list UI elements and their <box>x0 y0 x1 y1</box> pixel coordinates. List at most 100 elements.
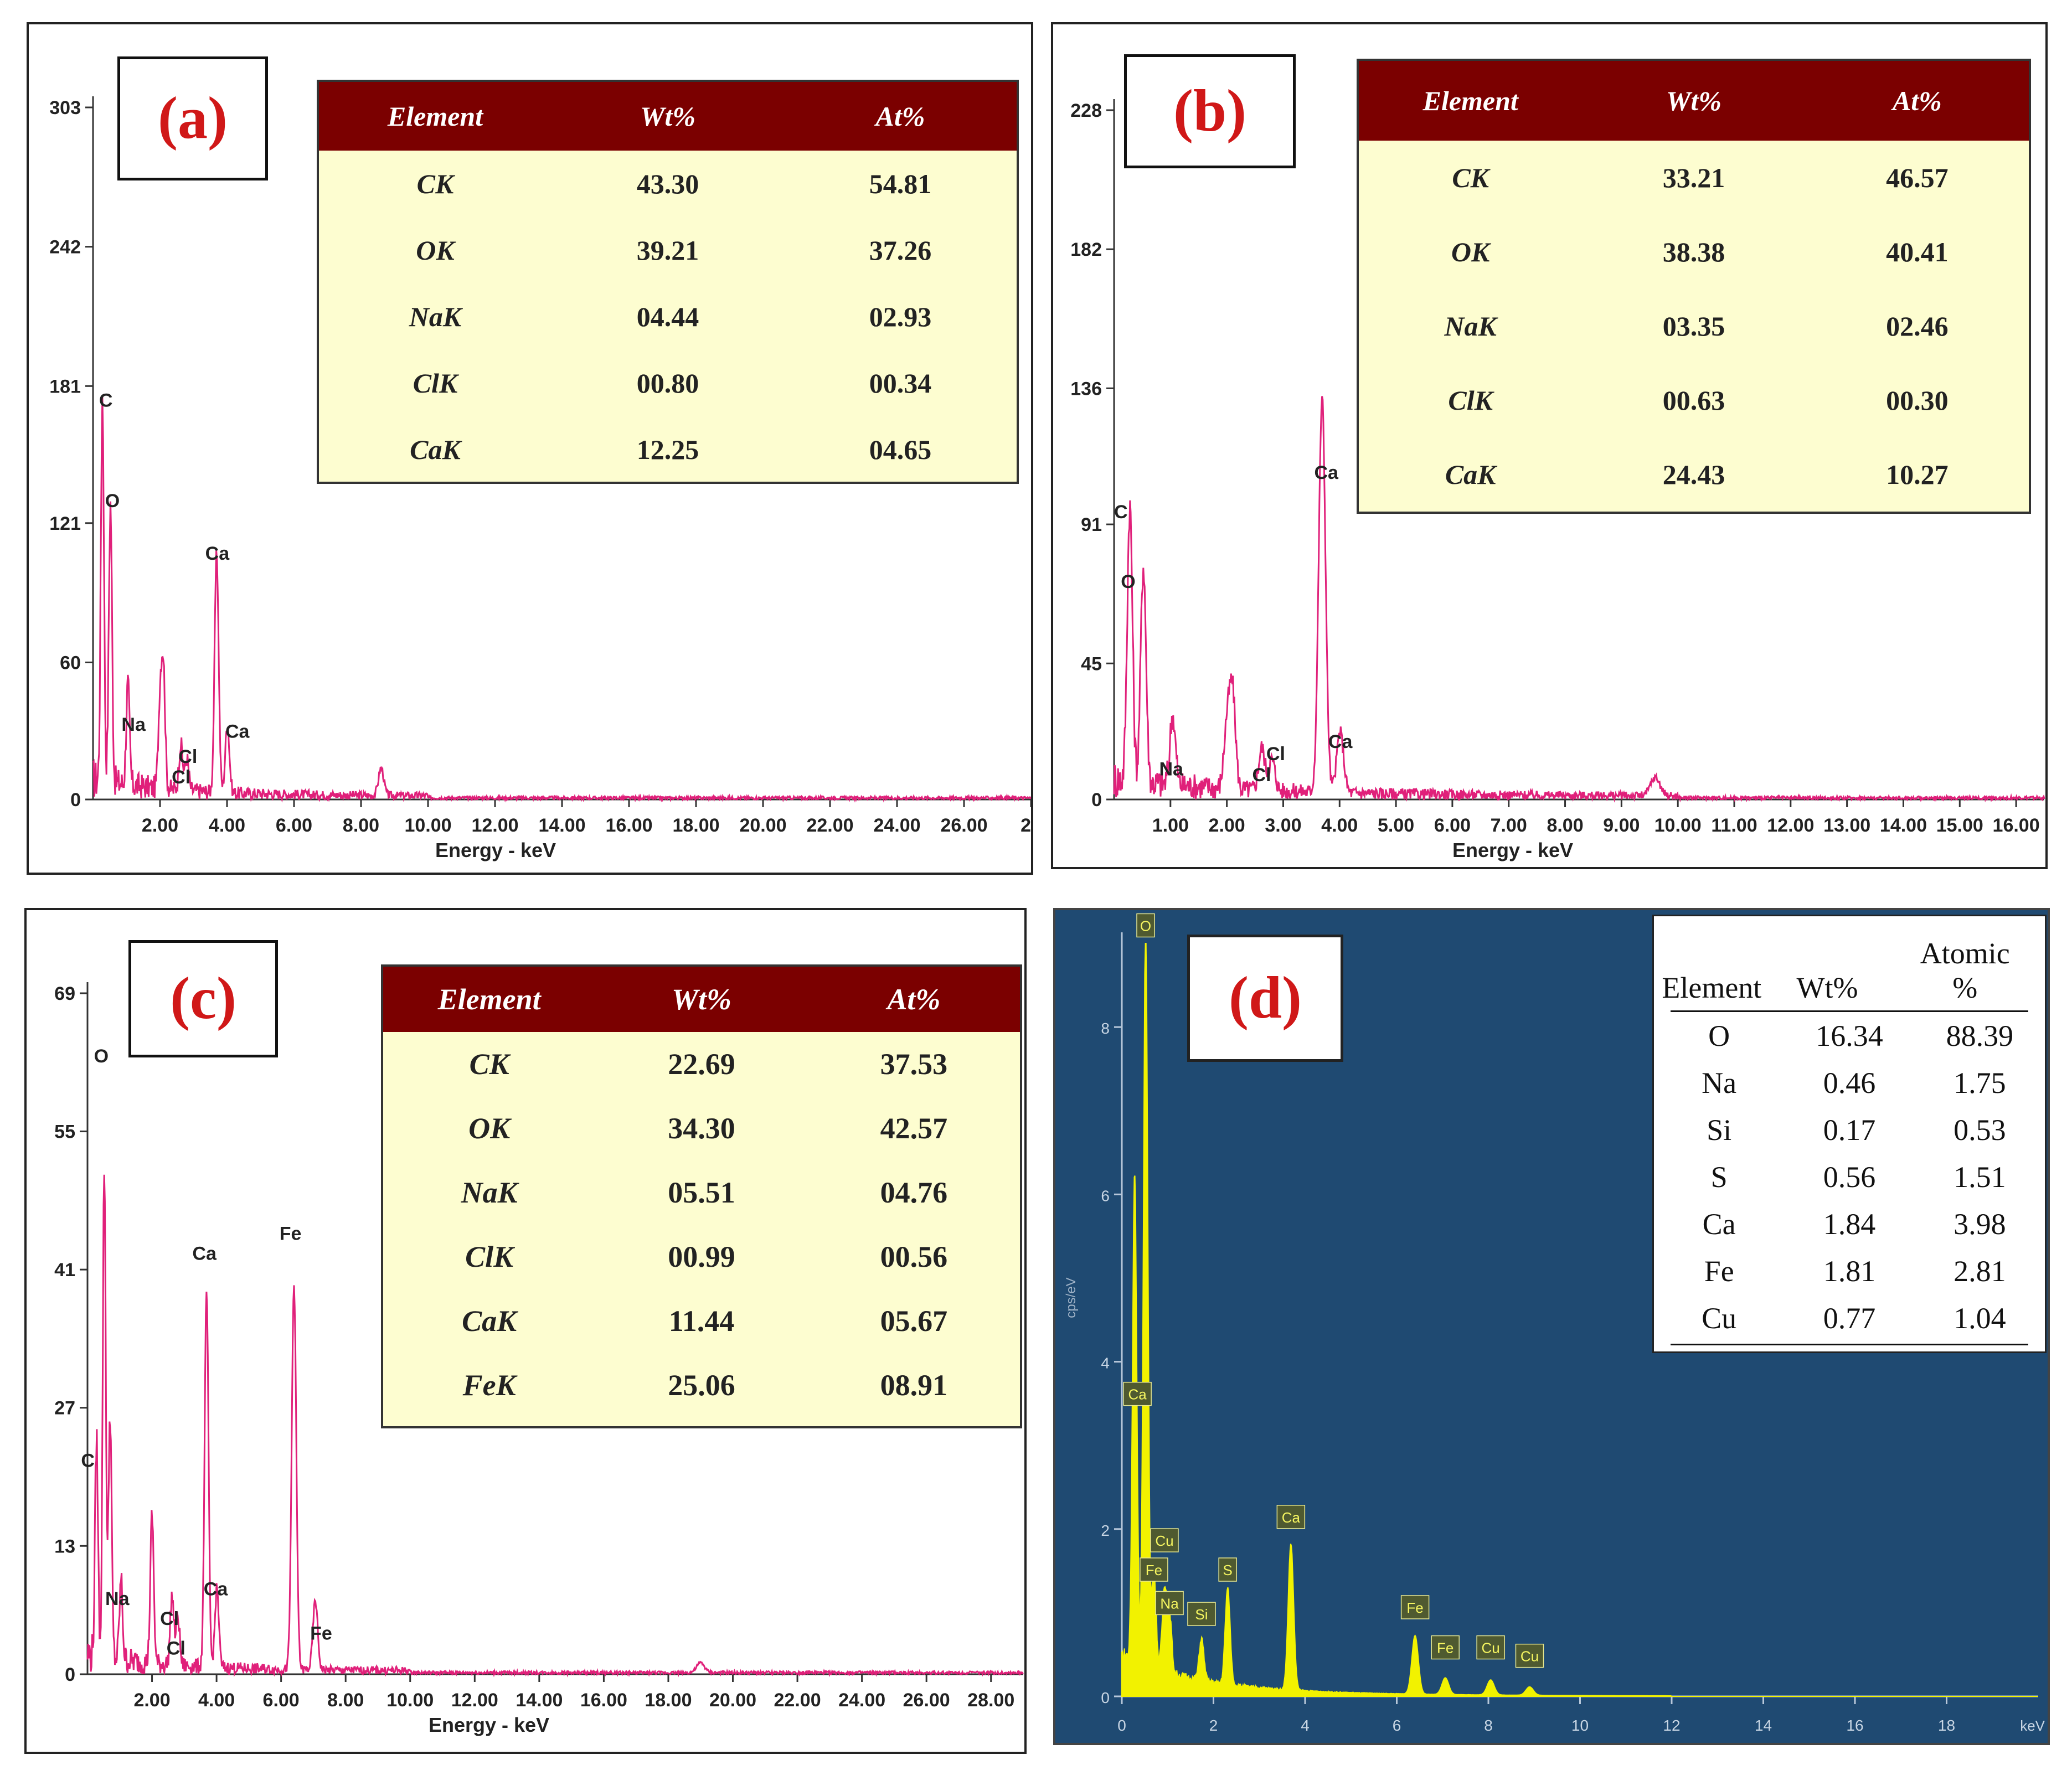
y-tick-label: 181 <box>49 376 81 397</box>
y-tick-label: 2 <box>1101 1522 1110 1539</box>
cell-element: OK <box>416 235 455 266</box>
element-table-c: Element Wt% At% CK 22.69 37.53 OK 34.30 42.5… <box>381 964 1022 1428</box>
panel-label-b: (b) <box>1124 54 1296 168</box>
table-row: Na 0.46 1.75 <box>1654 1059 2045 1106</box>
x-tick-label: 9.00 <box>1603 815 1640 836</box>
peak-label: C <box>99 390 113 411</box>
x-tick-label: 8.00 <box>343 815 379 836</box>
x-tick-label: 7.00 <box>1491 815 1527 836</box>
y-tick-label: 91 <box>1081 514 1102 535</box>
table-row: CaK 24.43 10.27 <box>1359 437 2029 512</box>
table-row: NaK 03.35 02.46 <box>1359 289 2029 363</box>
x-tick-label: 8 <box>1484 1717 1493 1734</box>
peak-label: Fe <box>310 1623 332 1644</box>
spectrum-area <box>1121 943 2038 1697</box>
x-axis-label: keV <box>2020 1717 2045 1734</box>
peak-label-box <box>1123 1381 1152 1406</box>
table-row: CaK 11.44 05.67 <box>383 1289 1020 1353</box>
cell-at: 00.30 <box>1886 385 1949 416</box>
cell-element: Fe <box>1704 1254 1734 1288</box>
x-tick-label: 12.00 <box>1767 815 1814 836</box>
y-tick-label: 69 <box>54 983 75 1004</box>
y-tick-label: 228 <box>1070 100 1102 121</box>
x-tick-label: 6 <box>1393 1717 1401 1734</box>
peak-label: Cl <box>178 746 197 767</box>
header-element: Element <box>437 983 541 1016</box>
y-tick-label: 13 <box>54 1536 75 1557</box>
peak-label: Cl <box>160 1608 179 1629</box>
table-row: NaK 05.51 04.76 <box>383 1160 1020 1225</box>
cell-at: 40.41 <box>1886 236 1949 267</box>
peak-label-box <box>1400 1595 1430 1619</box>
peak-label: Cu <box>1482 1640 1500 1657</box>
cell-element: OK <box>1451 236 1490 267</box>
x-tick-label: 26.00 <box>940 815 987 836</box>
x-tick-label: 28 <box>1020 815 1031 836</box>
peak-label: Cu <box>1155 1532 1173 1549</box>
peak-label-box <box>1187 1602 1216 1626</box>
y-tick-label: 121 <box>49 513 81 534</box>
cell-element: OK <box>468 1112 511 1145</box>
y-tick-label: 136 <box>1070 378 1102 399</box>
cell-element: ClK <box>465 1240 514 1273</box>
cell-element: ClK <box>1448 385 1493 416</box>
y-axis-label: cps/eV <box>1064 1277 1079 1318</box>
cell-at: 00.34 <box>869 368 932 399</box>
cell-atomic: 2.81 <box>1954 1254 2006 1288</box>
x-tick-label: 8.00 <box>327 1690 364 1711</box>
chart-d: 0 2 4 6 8 0 2 4 6 8 10 12 14 16 18 keV cps/eV O Ca Cu Fe Na Si… <box>1064 913 2045 1734</box>
table-row: Cu 0.77 1.04 <box>1654 1294 2045 1341</box>
x-tick-label: 6.00 <box>276 815 312 836</box>
cell-atomic: 88.39 <box>1946 1019 2014 1052</box>
header-at: At% <box>1892 85 1942 116</box>
cell-atomic: 0.53 <box>1954 1113 2006 1147</box>
table-row: ClK 00.63 00.30 <box>1359 363 2029 437</box>
peak-label-box <box>1515 1643 1544 1668</box>
cell-atomic: 3.98 <box>1954 1207 2006 1241</box>
cell-wt: 00.63 <box>1662 385 1725 416</box>
header-atomic: Atomic % <box>1920 937 2010 1004</box>
x-tick-label: 15.00 <box>1936 815 1983 836</box>
peak-label: Fe <box>280 1224 302 1245</box>
peak-label-box <box>1276 1505 1306 1529</box>
x-tick-label: 16 <box>1846 1717 1863 1734</box>
table-row: Fe 1.81 2.81 <box>1654 1247 2045 1294</box>
peak-label: Ca <box>1328 731 1353 752</box>
x-tick-label: 6.00 <box>1434 815 1471 836</box>
cell-wt: 0.56 <box>1823 1160 1876 1194</box>
table-row: NaK 04.44 02.93 <box>319 283 1017 350</box>
x-tick-label: 16.00 <box>1993 815 2040 836</box>
header-element: Element <box>1422 85 1518 116</box>
y-tick-label: 4 <box>1101 1355 1110 1372</box>
cell-wt: 24.43 <box>1662 459 1725 490</box>
cell-element: CaK <box>410 434 461 465</box>
x-tick-label: 24.00 <box>838 1690 885 1711</box>
cell-element: FeK <box>462 1369 516 1402</box>
x-tick-label: 12 <box>1663 1717 1680 1734</box>
x-tick-label: 20.00 <box>709 1690 756 1711</box>
cell-wt: 05.51 <box>668 1176 735 1209</box>
x-tick-label: 2 <box>1209 1717 1218 1734</box>
x-tick-label: 10 <box>1571 1717 1589 1734</box>
cell-atomic: 1.75 <box>1954 1066 2006 1100</box>
x-tick-label: 2.00 <box>133 1690 170 1711</box>
peak-label: Cl <box>167 1638 185 1659</box>
x-tick-label: 13.00 <box>1823 815 1870 836</box>
y-tick-label: 0 <box>1101 1689 1110 1706</box>
cell-wt: 43.30 <box>636 168 699 199</box>
cell-at: 04.65 <box>869 434 932 465</box>
cell-at: 00.56 <box>880 1240 948 1273</box>
table-row: OK 39.21 37.26 <box>319 217 1017 283</box>
element-table-d: Element Wt% Atomic % O 16.34 88.39 Na 0.46 1… <box>1652 915 2047 1353</box>
x-tick-label: 10.00 <box>386 1690 434 1711</box>
cell-wt: 34.30 <box>668 1112 735 1145</box>
panel-label-c: (c) <box>128 940 278 1057</box>
cell-wt: 22.69 <box>668 1047 735 1081</box>
table-row: CK 33.21 46.57 <box>1359 141 2029 215</box>
y-tick-label: 242 <box>49 237 81 258</box>
cell-element: O <box>1708 1019 1730 1052</box>
cell-at: 08.91 <box>880 1369 948 1402</box>
y-tick-label: 45 <box>1081 653 1102 674</box>
x-tick-label: 4 <box>1301 1717 1310 1734</box>
x-tick-label: 20.00 <box>739 815 786 836</box>
